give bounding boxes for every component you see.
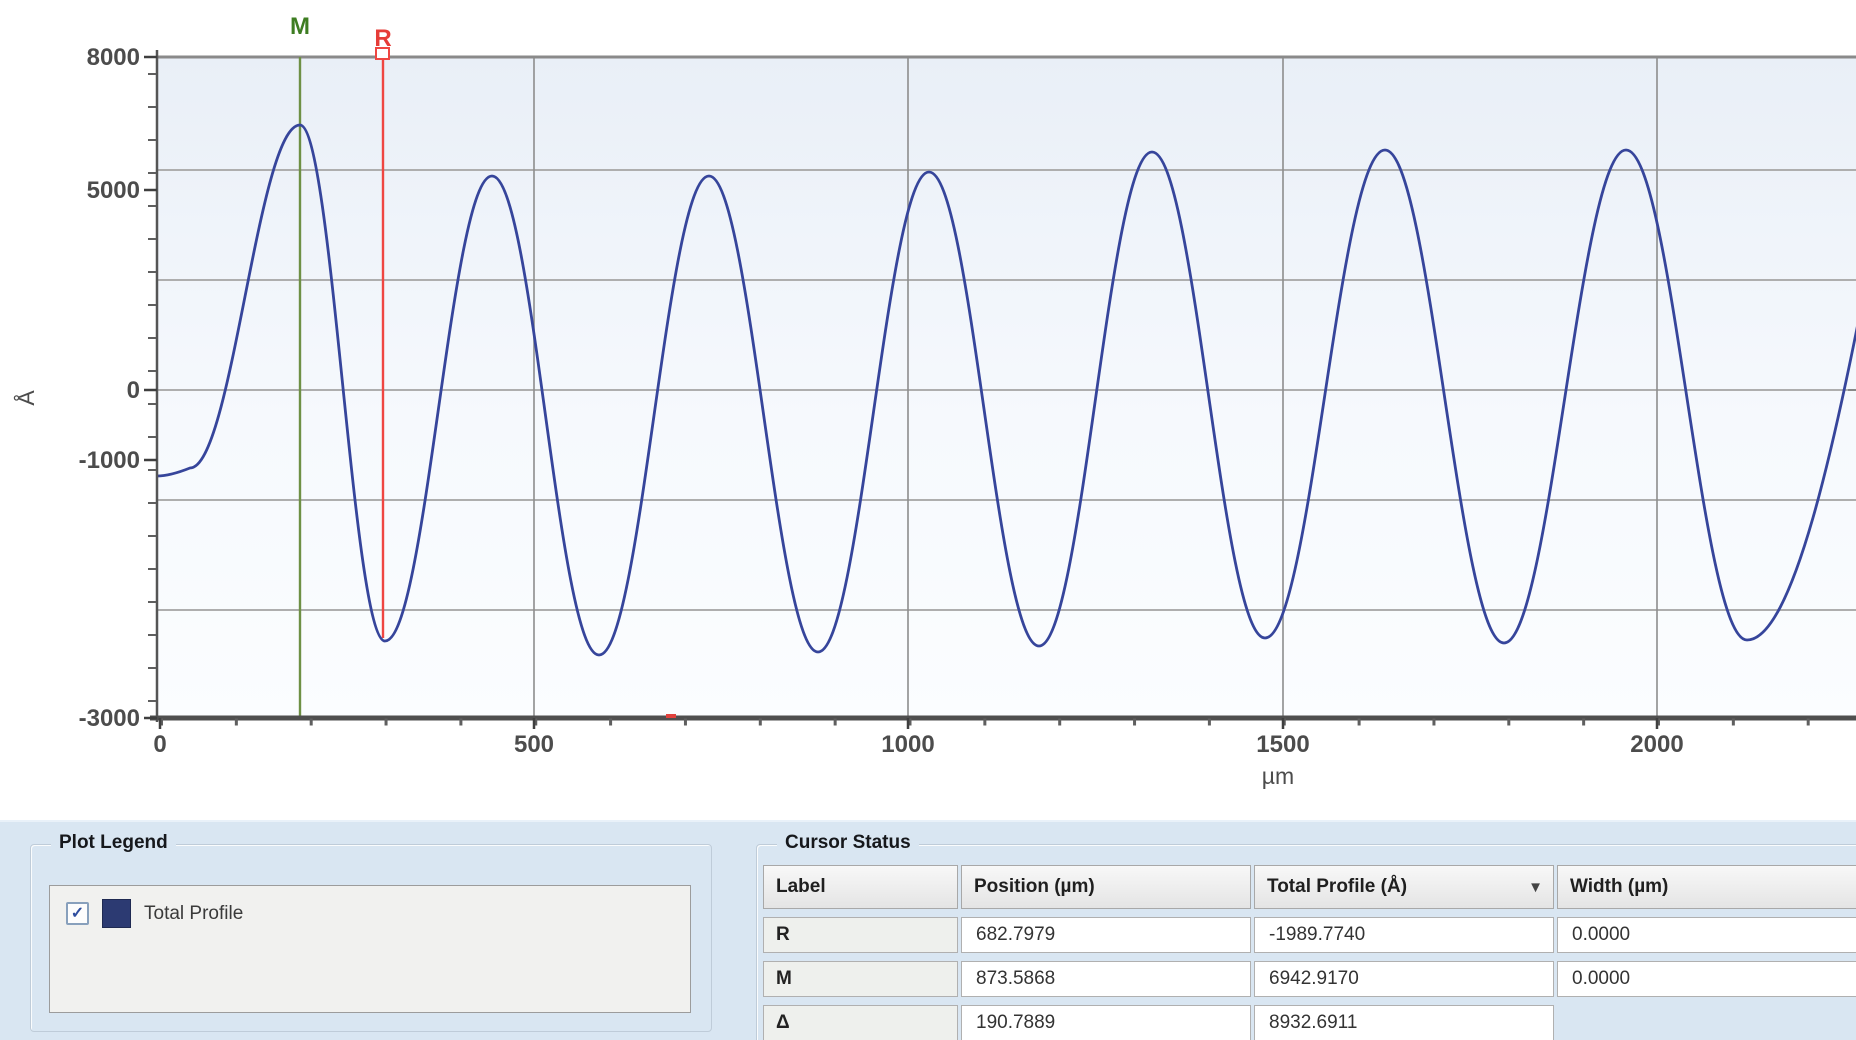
check-icon: ✓ — [70, 904, 85, 922]
plot-legend-list: ✓ Total Profile — [49, 885, 691, 1013]
column-header-label[interactable]: Label — [763, 865, 958, 909]
table-row-m-profile: 6942.9170 — [1254, 961, 1554, 997]
table-row-m-position: 873.5868 — [961, 961, 1251, 997]
r-cursor-label[interactable]: R — [374, 25, 391, 52]
cursor-status-panel: Cursor Status Label Position (µm) Total … — [756, 832, 1856, 1040]
y-major-ticks — [144, 55, 157, 720]
x-tick-label: 1500 — [1256, 731, 1309, 758]
table-row-m-width: 0.0000 — [1557, 961, 1856, 997]
column-header-width[interactable]: Width (µm) — [1557, 865, 1856, 909]
column-header-total-profile-text: Total Profile (Å) — [1267, 876, 1408, 897]
cursor-status-title: Cursor Status — [777, 832, 919, 854]
profile-chart-svg: 8000 5000 0 -1000 -3000 0 500 1000 1500 … — [12, 13, 1856, 789]
table-row-r-profile: -1989.7740 — [1254, 917, 1554, 953]
y-axis-title: Å — [12, 390, 39, 406]
bottom-panel-strip: Plot Legend ✓ Total Profile Cursor Statu… — [0, 820, 1856, 1040]
sort-dropdown-icon[interactable]: ▼ — [1528, 878, 1543, 896]
r-axis-marker — [666, 714, 676, 718]
profile-chart: 8000 5000 0 -1000 -3000 0 500 1000 1500 … — [12, 13, 1856, 789]
table-row-r-position: 682.7979 — [961, 917, 1251, 953]
r-cursor-handle[interactable] — [375, 47, 390, 60]
plot-legend-title: Plot Legend — [51, 832, 176, 854]
table-row-m-label: M — [763, 961, 958, 997]
column-header-total-profile[interactable]: Total Profile (Å) ▼ — [1254, 865, 1554, 909]
table-row-delta-profile: 8932.6911 — [1254, 1005, 1554, 1040]
table-row-r-width: 0.0000 — [1557, 917, 1856, 953]
y-tick-label: -1000 — [79, 447, 140, 474]
vertical-gridlines — [533, 57, 1658, 718]
legend-checkbox[interactable]: ✓ — [66, 902, 89, 925]
y-tick-label: 0 — [127, 377, 140, 404]
y-tick-label: 8000 — [87, 44, 140, 71]
total-profile-trace — [157, 123, 1856, 657]
series-color-swatch — [102, 899, 131, 928]
x-tick-label: 0 — [153, 731, 166, 758]
x-axis-title: µm — [1262, 763, 1294, 789]
legend-item-total-profile[interactable]: ✓ Total Profile — [50, 886, 690, 928]
plot-area[interactable] — [157, 57, 1856, 718]
column-header-position[interactable]: Position (µm) — [961, 865, 1251, 909]
m-cursor-label[interactable]: M — [290, 13, 310, 40]
x-major-ticks — [158, 718, 1659, 729]
plot-legend-panel: Plot Legend ✓ Total Profile — [30, 832, 712, 1032]
x-tick-label: 1000 — [881, 731, 934, 758]
table-row-r-label: R — [763, 917, 958, 953]
x-tick-label: 500 — [514, 731, 554, 758]
table-row-delta-empty — [1557, 1005, 1856, 1040]
y-tick-label: -3000 — [79, 705, 140, 732]
cursor-status-table: Label Position (µm) Total Profile (Å) ▼ … — [763, 865, 1856, 1040]
table-row-delta-label: Δ — [763, 1005, 958, 1040]
legend-item-label: Total Profile — [144, 902, 244, 924]
y-tick-label: 5000 — [87, 177, 140, 204]
table-row-delta-position: 190.7889 — [961, 1005, 1251, 1040]
x-tick-label: 2000 — [1630, 731, 1683, 758]
